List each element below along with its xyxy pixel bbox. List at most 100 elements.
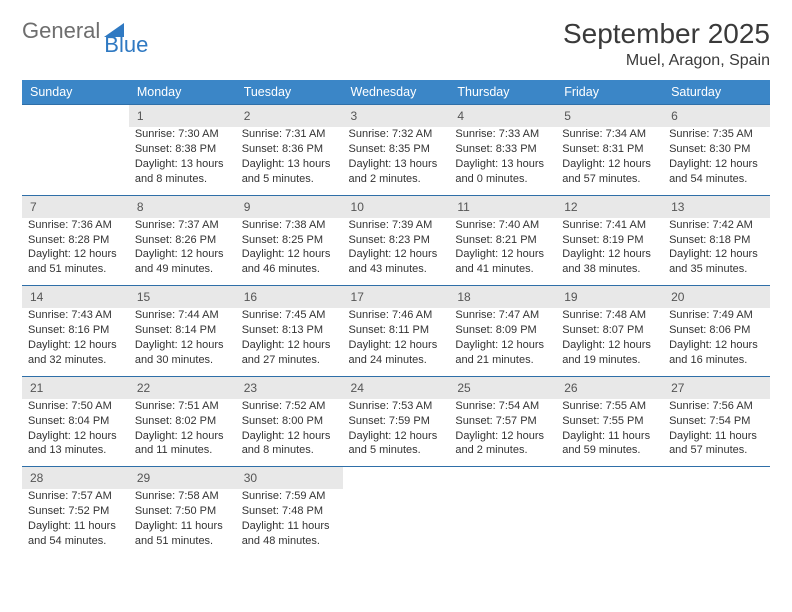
- day-number-row: 78910111213: [22, 195, 770, 218]
- sunset-text: Sunset: 8:19 PM: [562, 233, 657, 248]
- sunrise-text: Sunrise: 7:52 AM: [242, 399, 337, 414]
- day-number-cell: 12: [556, 195, 663, 218]
- month-title: September 2025: [563, 18, 770, 50]
- sunset-text: Sunset: 7:50 PM: [135, 504, 230, 519]
- sunrise-text: Sunrise: 7:42 AM: [669, 218, 764, 233]
- sunset-text: Sunset: 8:13 PM: [242, 323, 337, 338]
- daylight-text: Daylight: 12 hours and 11 minutes.: [135, 429, 230, 459]
- sunrise-text: Sunrise: 7:31 AM: [242, 127, 337, 142]
- day-content-cell: Sunrise: 7:45 AMSunset: 8:13 PMDaylight:…: [236, 308, 343, 376]
- daylight-text: Daylight: 12 hours and 5 minutes.: [349, 429, 444, 459]
- daylight-text: Daylight: 11 hours and 57 minutes.: [669, 429, 764, 459]
- day-content-cell: Sunrise: 7:56 AMSunset: 7:54 PMDaylight:…: [663, 399, 770, 467]
- weekday-header: Sunday: [22, 80, 129, 105]
- sunrise-text: Sunrise: 7:32 AM: [349, 127, 444, 142]
- sunrise-text: Sunrise: 7:59 AM: [242, 489, 337, 504]
- sunrise-text: Sunrise: 7:43 AM: [28, 308, 123, 323]
- daylight-text: Daylight: 11 hours and 59 minutes.: [562, 429, 657, 459]
- weekday-header: Tuesday: [236, 80, 343, 105]
- day-number-cell: 30: [236, 467, 343, 490]
- day-content-cell: Sunrise: 7:34 AMSunset: 8:31 PMDaylight:…: [556, 127, 663, 195]
- day-content-cell: [556, 489, 663, 556]
- sunset-text: Sunset: 7:59 PM: [349, 414, 444, 429]
- sunset-text: Sunset: 8:04 PM: [28, 414, 123, 429]
- day-number-cell: 23: [236, 376, 343, 399]
- day-number-cell: 17: [343, 286, 450, 309]
- day-content-cell: Sunrise: 7:39 AMSunset: 8:23 PMDaylight:…: [343, 218, 450, 286]
- calendar-table: Sunday Monday Tuesday Wednesday Thursday…: [22, 80, 770, 557]
- day-content-cell: Sunrise: 7:30 AMSunset: 8:38 PMDaylight:…: [129, 127, 236, 195]
- day-content-cell: Sunrise: 7:59 AMSunset: 7:48 PMDaylight:…: [236, 489, 343, 556]
- day-number-cell: [449, 467, 556, 490]
- day-content-cell: Sunrise: 7:31 AMSunset: 8:36 PMDaylight:…: [236, 127, 343, 195]
- day-number-row: 282930: [22, 467, 770, 490]
- weekday-header: Thursday: [449, 80, 556, 105]
- day-number-cell: 19: [556, 286, 663, 309]
- day-content-cell: Sunrise: 7:47 AMSunset: 8:09 PMDaylight:…: [449, 308, 556, 376]
- day-content-cell: Sunrise: 7:35 AMSunset: 8:30 PMDaylight:…: [663, 127, 770, 195]
- sunrise-text: Sunrise: 7:33 AM: [455, 127, 550, 142]
- daylight-text: Daylight: 12 hours and 43 minutes.: [349, 247, 444, 277]
- day-content-cell: Sunrise: 7:48 AMSunset: 8:07 PMDaylight:…: [556, 308, 663, 376]
- sunset-text: Sunset: 7:52 PM: [28, 504, 123, 519]
- day-number-cell: 15: [129, 286, 236, 309]
- logo: General Blue: [22, 18, 152, 44]
- day-number-cell: 21: [22, 376, 129, 399]
- weekday-header: Friday: [556, 80, 663, 105]
- day-content-row: Sunrise: 7:36 AMSunset: 8:28 PMDaylight:…: [22, 218, 770, 286]
- sunset-text: Sunset: 7:55 PM: [562, 414, 657, 429]
- day-number-cell: 2: [236, 105, 343, 128]
- weekday-header: Wednesday: [343, 80, 450, 105]
- daylight-text: Daylight: 12 hours and 27 minutes.: [242, 338, 337, 368]
- sunset-text: Sunset: 8:02 PM: [135, 414, 230, 429]
- daylight-text: Daylight: 12 hours and 38 minutes.: [562, 247, 657, 277]
- day-content-cell: Sunrise: 7:36 AMSunset: 8:28 PMDaylight:…: [22, 218, 129, 286]
- day-number-cell: 13: [663, 195, 770, 218]
- sunrise-text: Sunrise: 7:58 AM: [135, 489, 230, 504]
- daylight-text: Daylight: 12 hours and 30 minutes.: [135, 338, 230, 368]
- sunset-text: Sunset: 8:36 PM: [242, 142, 337, 157]
- sunrise-text: Sunrise: 7:47 AM: [455, 308, 550, 323]
- sunrise-text: Sunrise: 7:51 AM: [135, 399, 230, 414]
- sunset-text: Sunset: 8:14 PM: [135, 323, 230, 338]
- daylight-text: Daylight: 13 hours and 2 minutes.: [349, 157, 444, 187]
- sunrise-text: Sunrise: 7:36 AM: [28, 218, 123, 233]
- day-number-cell: 11: [449, 195, 556, 218]
- sunset-text: Sunset: 8:09 PM: [455, 323, 550, 338]
- day-content-cell: Sunrise: 7:40 AMSunset: 8:21 PMDaylight:…: [449, 218, 556, 286]
- daylight-text: Daylight: 12 hours and 13 minutes.: [28, 429, 123, 459]
- day-number-cell: 20: [663, 286, 770, 309]
- day-number-cell: 4: [449, 105, 556, 128]
- day-number-cell: 10: [343, 195, 450, 218]
- day-number-cell: 18: [449, 286, 556, 309]
- daylight-text: Daylight: 12 hours and 2 minutes.: [455, 429, 550, 459]
- daylight-text: Daylight: 11 hours and 48 minutes.: [242, 519, 337, 549]
- sunrise-text: Sunrise: 7:40 AM: [455, 218, 550, 233]
- daylight-text: Daylight: 11 hours and 54 minutes.: [28, 519, 123, 549]
- day-number-row: 123456: [22, 105, 770, 128]
- day-content-cell: Sunrise: 7:53 AMSunset: 7:59 PMDaylight:…: [343, 399, 450, 467]
- sunset-text: Sunset: 8:38 PM: [135, 142, 230, 157]
- sunset-text: Sunset: 8:30 PM: [669, 142, 764, 157]
- sunrise-text: Sunrise: 7:56 AM: [669, 399, 764, 414]
- day-content-cell: Sunrise: 7:43 AMSunset: 8:16 PMDaylight:…: [22, 308, 129, 376]
- day-content-cell: Sunrise: 7:57 AMSunset: 7:52 PMDaylight:…: [22, 489, 129, 556]
- daylight-text: Daylight: 12 hours and 8 minutes.: [242, 429, 337, 459]
- sunrise-text: Sunrise: 7:53 AM: [349, 399, 444, 414]
- day-content-cell: [22, 127, 129, 195]
- sunset-text: Sunset: 7:54 PM: [669, 414, 764, 429]
- day-content-row: Sunrise: 7:30 AMSunset: 8:38 PMDaylight:…: [22, 127, 770, 195]
- sunset-text: Sunset: 8:35 PM: [349, 142, 444, 157]
- daylight-text: Daylight: 12 hours and 57 minutes.: [562, 157, 657, 187]
- daylight-text: Daylight: 13 hours and 5 minutes.: [242, 157, 337, 187]
- day-number-cell: 9: [236, 195, 343, 218]
- day-content-cell: [343, 489, 450, 556]
- sunset-text: Sunset: 8:23 PM: [349, 233, 444, 248]
- sunset-text: Sunset: 8:07 PM: [562, 323, 657, 338]
- day-content-cell: Sunrise: 7:41 AMSunset: 8:19 PMDaylight:…: [556, 218, 663, 286]
- day-content-cell: [663, 489, 770, 556]
- day-number-cell: 1: [129, 105, 236, 128]
- day-content-cell: Sunrise: 7:58 AMSunset: 7:50 PMDaylight:…: [129, 489, 236, 556]
- day-number-cell: [663, 467, 770, 490]
- daylight-text: Daylight: 12 hours and 16 minutes.: [669, 338, 764, 368]
